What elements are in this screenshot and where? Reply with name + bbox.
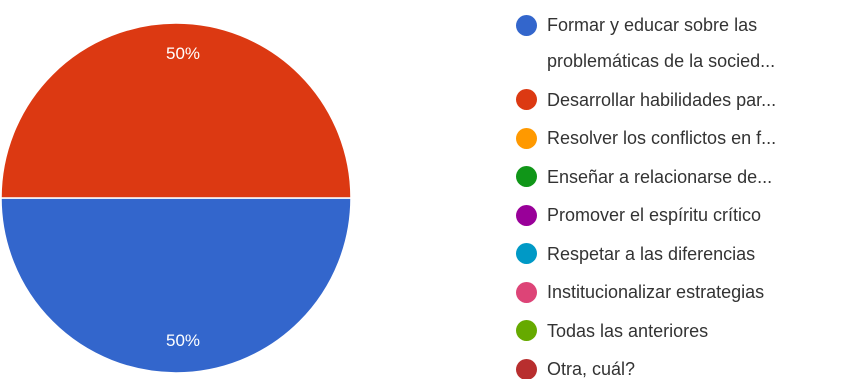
legend-item: Desarrollar habilidades par... bbox=[516, 82, 843, 118]
legend-label: Todas las anteriores bbox=[547, 320, 709, 341]
legend-label: Institucionalizar estrategias bbox=[547, 282, 765, 302]
legend: Formar y educar sobre las problemáticas … bbox=[516, 7, 843, 379]
pie: 50% 50% bbox=[0, 22, 352, 374]
slice-label: 50% bbox=[166, 44, 200, 63]
legend-label: Respetar a las diferencias bbox=[547, 243, 756, 264]
legend-item: Todas las anteriores bbox=[516, 313, 843, 349]
pie-slice bbox=[0, 22, 352, 199]
slice-label: 50% bbox=[166, 331, 200, 350]
legend-swatch bbox=[516, 358, 537, 379]
legend-item: Promover el espíritu crítico bbox=[516, 197, 843, 233]
legend-item: Otra, cuál? bbox=[516, 351, 843, 379]
legend-item: Formar y educar sobre las problemáticas … bbox=[516, 7, 843, 79]
legend-label: Formar y educar sobre las problemáticas … bbox=[547, 15, 776, 71]
legend-swatch bbox=[516, 320, 537, 341]
legend-item: Resolver los conflictos en f... bbox=[516, 120, 843, 156]
pie-slice bbox=[0, 197, 352, 374]
legend-label: Desarrollar habilidades par... bbox=[547, 89, 777, 110]
legend-label: Resolver los conflictos en f... bbox=[547, 128, 777, 148]
legend-label: Otra, cuál? bbox=[547, 359, 636, 379]
legend-swatch bbox=[516, 243, 537, 264]
legend-swatch bbox=[516, 14, 537, 36]
legend-swatch bbox=[516, 281, 537, 303]
legend-label: Enseñar a relacionarse de... bbox=[547, 166, 773, 187]
legend-swatch bbox=[516, 89, 537, 110]
legend-swatch bbox=[516, 127, 537, 149]
legend-item: Respetar a las diferencias bbox=[516, 236, 843, 272]
legend-item: Enseñar a relacionarse de... bbox=[516, 159, 843, 195]
legend-label: Promover el espíritu crítico bbox=[547, 205, 762, 225]
legend-item: Institucionalizar estrategias bbox=[516, 274, 843, 310]
legend-swatch bbox=[516, 166, 537, 187]
legend-swatch bbox=[516, 204, 537, 226]
